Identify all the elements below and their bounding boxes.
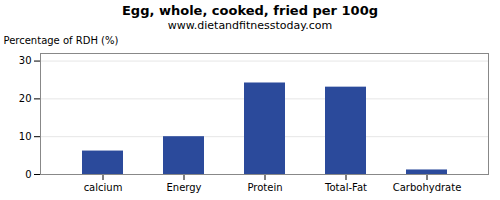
svg-text:Protein: Protein	[247, 182, 282, 193]
svg-text:Energy: Energy	[166, 182, 201, 193]
svg-text:30: 30	[19, 55, 32, 66]
svg-text:0: 0	[25, 169, 31, 180]
svg-text:Carbohydrate: Carbohydrate	[393, 182, 462, 193]
svg-text:calcium: calcium	[84, 182, 123, 193]
html-text:www.dietandfitnesstoday.com: www.dietandfitnesstoday.com	[167, 19, 333, 32]
svg-text:10: 10	[19, 131, 32, 142]
svg-text:Percentage of RDH (%): Percentage of RDH (%)	[4, 35, 119, 46]
svg-text:20: 20	[19, 93, 32, 104]
svg-text:Total-Fat: Total-Fat	[324, 182, 367, 193]
html-text:Egg, whole, cooked, fried per: Egg, whole, cooked, fried per 100g	[122, 3, 378, 18]
